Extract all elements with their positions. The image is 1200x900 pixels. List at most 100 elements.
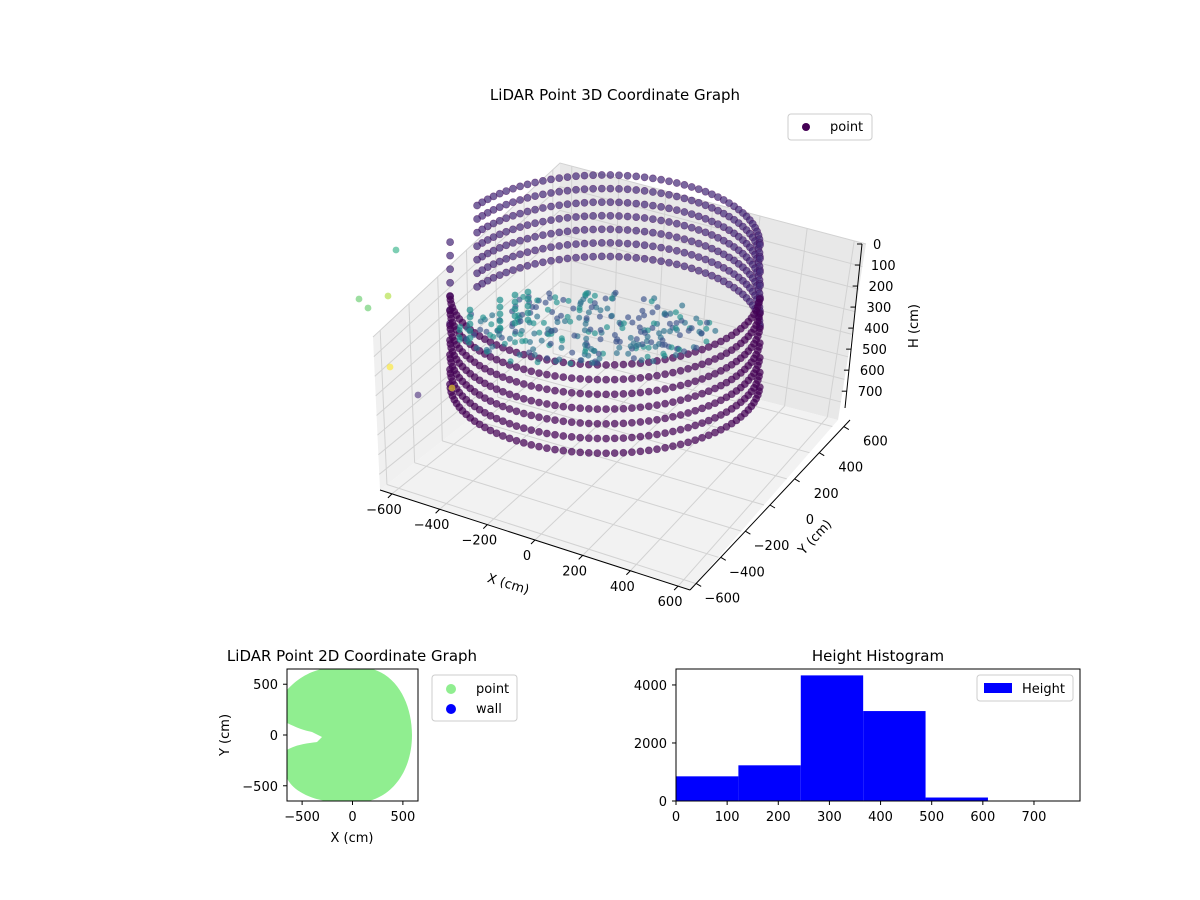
lidar-point	[681, 348, 688, 355]
lidar-point	[694, 239, 703, 248]
lidar-point	[540, 319, 547, 326]
lidar-point	[676, 366, 685, 375]
lidar-point-outlier	[392, 246, 400, 254]
lidar-point	[615, 212, 623, 220]
lidar-point	[676, 425, 685, 434]
lidar-point	[577, 357, 584, 364]
lidar-point	[487, 332, 494, 338]
lidar-point	[543, 400, 551, 408]
lidar-point	[555, 242, 564, 250]
lidar-point	[509, 198, 517, 207]
z-tick-label-3d: 100	[871, 259, 896, 274]
lidar-point	[698, 330, 705, 337]
lidar-point	[694, 266, 703, 275]
lidar-point	[554, 319, 561, 326]
lidar-point	[636, 373, 645, 382]
lidar-point	[507, 358, 514, 365]
lidar-point	[547, 202, 555, 211]
lidar-point	[571, 332, 578, 339]
lidar-point	[684, 394, 692, 403]
lidar-point	[496, 296, 504, 304]
lidar-point	[672, 325, 679, 332]
histogram-bar	[738, 765, 801, 801]
grid-line-left-y	[379, 330, 388, 485]
lidar-point	[661, 328, 667, 334]
lidar-point	[676, 381, 685, 390]
lidar-point	[535, 413, 543, 422]
lidar-point	[570, 305, 577, 312]
lidar-point	[591, 300, 598, 307]
legend-histogram: Height	[976, 674, 1074, 702]
lidar-point	[473, 345, 480, 352]
lidar-point	[676, 440, 685, 449]
lidar-point	[496, 317, 504, 325]
lidar-point	[547, 175, 555, 184]
lidar-point	[502, 268, 511, 277]
lidar-point	[516, 236, 524, 245]
lidar-point	[589, 359, 595, 366]
lidar-point	[687, 237, 696, 246]
lidar-point	[531, 351, 538, 358]
lidar-point	[517, 331, 524, 338]
lidar-point	[589, 211, 597, 220]
lidar-point	[505, 390, 514, 399]
lidar-point	[567, 318, 574, 325]
lidar-point	[657, 175, 665, 184]
lidar-point	[511, 319, 519, 327]
lidar-point	[593, 449, 602, 458]
lidar-point	[547, 189, 555, 197]
point-region-2d	[287, 669, 412, 801]
lidar-point	[552, 294, 559, 301]
lidar-point	[519, 394, 528, 403]
lidar-point	[657, 202, 665, 211]
lidar-point	[511, 298, 519, 306]
lidar-point	[672, 246, 681, 255]
lidar-point	[591, 292, 598, 299]
y-tick-mark-3d	[769, 504, 776, 509]
lidar-point	[693, 344, 700, 351]
lidar-point	[684, 364, 692, 373]
lidar-point	[644, 417, 653, 425]
lidar-point	[687, 264, 696, 273]
lidar-point	[551, 430, 559, 439]
y-tick-mark-3d	[695, 583, 702, 587]
lidar-point	[539, 190, 547, 199]
y-tick-label-2d: 0	[270, 729, 278, 744]
lidar-point	[619, 360, 628, 369]
lidar-point	[534, 359, 541, 366]
lidar-point	[505, 346, 514, 355]
y-tick-label-histogram: 2000	[634, 737, 667, 752]
lidar-point	[644, 387, 653, 396]
lidar-point-outlier	[448, 384, 456, 392]
lidar-point	[661, 370, 669, 379]
lidar-point	[584, 375, 593, 384]
lidar-point	[704, 387, 713, 396]
lidar-point	[509, 266, 517, 274]
lidar-point	[676, 346, 683, 353]
grid-line-floor-y	[442, 440, 742, 532]
z-tick-label-3d: 600	[860, 364, 885, 379]
lidar-point	[672, 309, 679, 316]
y-tick-mark-3d	[720, 556, 727, 561]
z-tick-label-3d: 300	[866, 301, 891, 316]
chart-2d-title: LiDAR Point 2D Coordinate Graph	[227, 647, 477, 665]
lidar-point	[606, 171, 615, 179]
lidar-point	[523, 193, 532, 202]
lidar-point	[593, 419, 602, 428]
lidar-point	[667, 328, 673, 335]
lidar-point	[704, 372, 713, 381]
lidar-point	[672, 219, 681, 228]
lidar-point	[535, 398, 543, 407]
lidar-point	[648, 339, 655, 346]
lidar-point	[712, 327, 719, 334]
x-tick-label-histogram: 300	[817, 810, 842, 825]
lidar-point	[563, 240, 572, 249]
lidar-point	[610, 405, 619, 413]
lidar-point	[531, 246, 539, 255]
lidar-point	[555, 174, 564, 182]
lidar-point	[608, 295, 615, 302]
lidar-point	[669, 383, 677, 392]
lidar-point	[576, 419, 585, 427]
histogram-bar	[800, 675, 864, 801]
lidar-point	[615, 239, 623, 247]
